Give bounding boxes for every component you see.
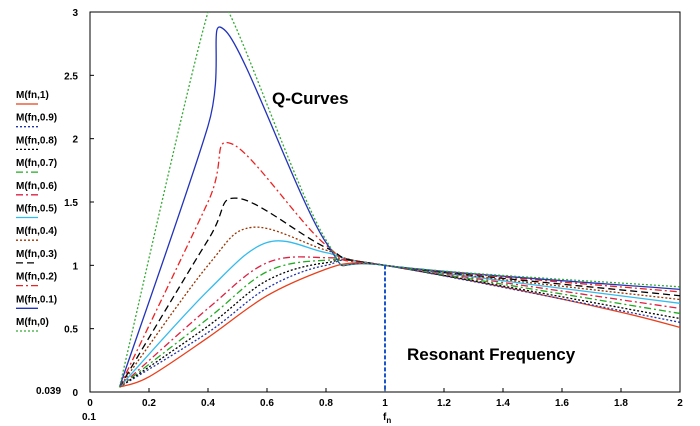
x-tick-label: 1.8 (614, 398, 628, 409)
x-tick-label: 0.2 (142, 398, 156, 409)
y-tick-label: 2 (72, 135, 78, 146)
q-curves-annotation: Q-Curves (272, 89, 349, 108)
series-line (119, 240, 680, 388)
resonant-frequency-annotation: Resonant Frequency (407, 345, 576, 364)
x-tick-label: 0 (87, 398, 93, 409)
y-axis-corner-label: 0 (72, 388, 78, 399)
series-line (118, 12, 680, 388)
y-tick-label: 0.5 (64, 325, 78, 336)
series-line (118, 141, 680, 388)
legend-label: M(fn,0.6) (16, 181, 57, 192)
x-axis-label: fn (383, 412, 391, 425)
legend-label: M(fn,0) (16, 317, 49, 328)
series-line (119, 258, 680, 388)
legend-label: M(fn,0.1) (16, 294, 57, 305)
x-tick-label: 0.8 (319, 398, 333, 409)
legend-label: M(fn,1) (16, 90, 49, 101)
x-axis-corner-label: 0.1 (82, 412, 96, 423)
legend-label: M(fn,0.4) (16, 226, 57, 237)
series-line (119, 256, 680, 388)
x-axis-ticks: 0.2 0.4 0.6 0.8 1 1.2 1.4 1.6 1.8 2 0 (87, 388, 683, 409)
legend-label: M(fn,0.7) (16, 158, 57, 169)
x-tick-label: 1 (382, 398, 388, 409)
x-tick-label: 1.2 (437, 398, 451, 409)
series-line (119, 259, 680, 388)
series-line (119, 258, 680, 388)
curve-group (118, 12, 680, 388)
x-tick-label: 1.4 (496, 398, 510, 409)
y-tick-label: 2.5 (64, 71, 78, 82)
x-tick-label: 2 (677, 398, 683, 409)
x-tick-label: 0.6 (260, 398, 274, 409)
legend: M(fn,1) M(fn,0.9) M(fn,0.8) M(fn,0.7) M(fn,0… (16, 90, 57, 332)
legend-label: M(fn,0.9) (16, 113, 57, 124)
legend-label: M(fn,0.5) (16, 204, 57, 215)
x-tick-label: 0.4 (201, 398, 215, 409)
legend-label: M(fn,0.8) (16, 135, 57, 146)
x-tick-label: 1.6 (555, 398, 569, 409)
y-tick-label: 1.5 (64, 198, 78, 209)
series-line (118, 197, 680, 388)
legend-label: M(fn,0.2) (16, 272, 57, 283)
series-line (118, 226, 680, 388)
y-axis-ticks: 0.5 1 1.5 2 2.5 3 (64, 8, 94, 336)
legend-label: M(fn,0.3) (16, 249, 57, 260)
y-tick-label: 3 (72, 8, 78, 19)
y-axis-min-label: 0.039 (36, 386, 61, 397)
y-tick-label: 1 (72, 261, 78, 272)
series-line (118, 26, 680, 388)
